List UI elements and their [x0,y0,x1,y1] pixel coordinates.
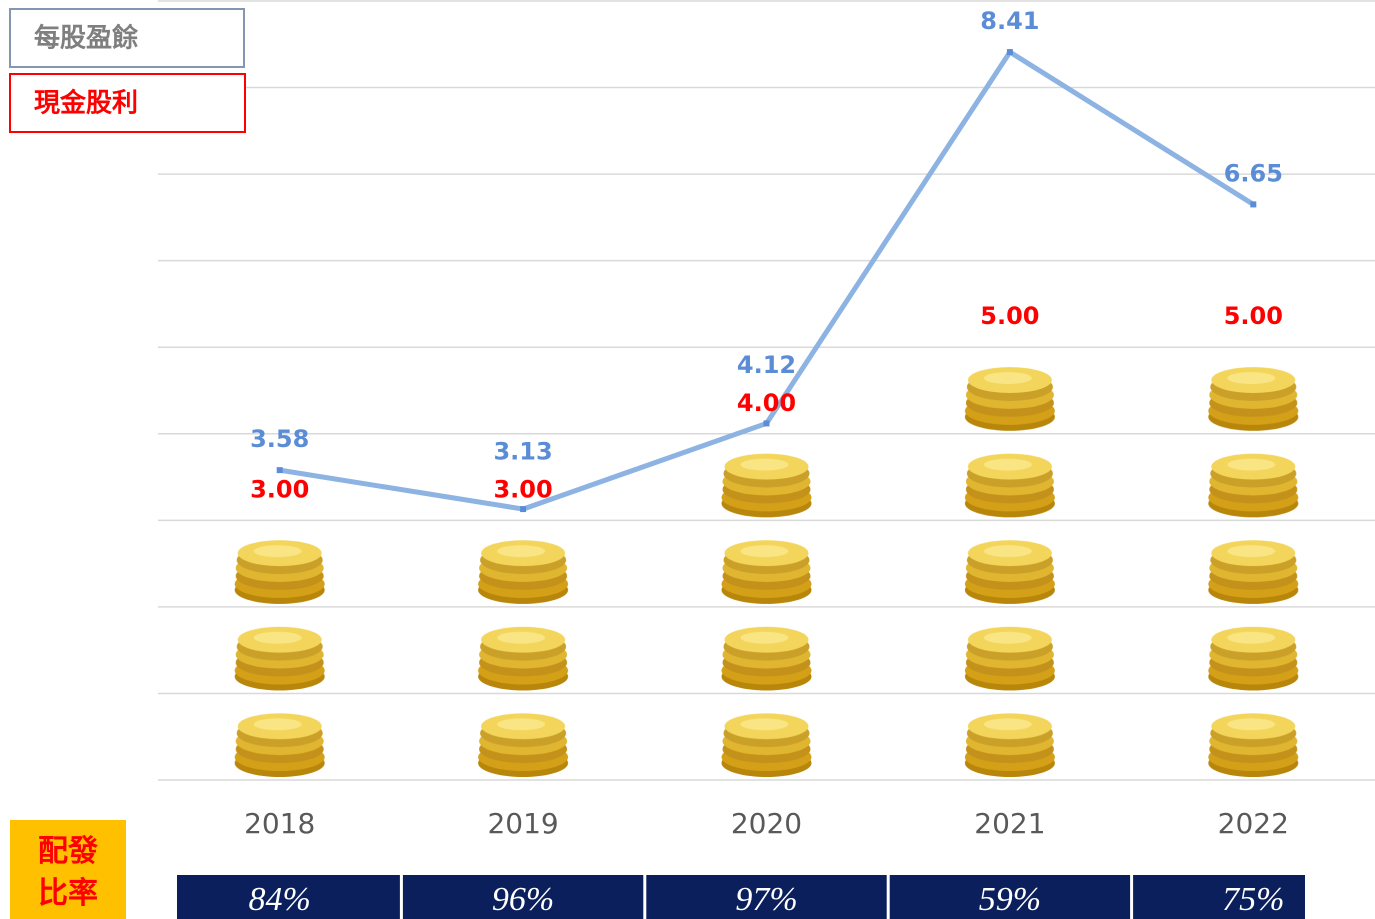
bar [1203,347,1304,780]
data-label: 4.00 [737,389,796,417]
payout-value: 75% [1222,881,1284,918]
bar [959,347,1060,780]
bar [229,520,330,780]
payout-value: 84% [249,881,311,918]
bar-fill [473,520,574,780]
legend-box [9,8,245,68]
x-tick-label: 2020 [731,807,802,840]
point [763,420,770,427]
data-label: 4.12 [737,351,796,379]
payout-value: 96% [492,881,554,918]
payout-row [177,875,1305,919]
x-tick-label: 2019 [487,807,558,840]
payout-value: 59% [979,881,1041,918]
data-label: 6.65 [1224,159,1283,187]
bar [716,433,817,780]
x-tick-label: 2021 [974,807,1045,840]
data-label: 3.00 [250,475,309,503]
bar-fill [959,347,1060,780]
x-tick-label: 2022 [1218,807,1289,840]
legend-box [9,73,246,133]
bar-fill [229,520,330,780]
data-label: 5.00 [980,302,1039,330]
legend-label: 現金股利 [34,88,138,119]
data-label: 5.00 [1224,302,1283,330]
point [1250,201,1257,208]
payout-label: 配發比率 [38,834,98,911]
payout-value: 97% [735,881,797,918]
data-label: 3.58 [250,425,309,453]
point [276,467,283,474]
bar [473,520,574,780]
x-tick-label: 2018 [244,807,315,840]
legend-label: 每股盈餘 [34,23,139,54]
bar-fill [1203,347,1304,780]
data-label: 8.41 [980,7,1039,35]
data-label: 3.00 [493,475,552,503]
data-label: 3.13 [493,437,552,465]
point [520,506,527,513]
payout-label-box [10,820,126,919]
point [1006,49,1013,56]
bar-fill [716,433,817,780]
